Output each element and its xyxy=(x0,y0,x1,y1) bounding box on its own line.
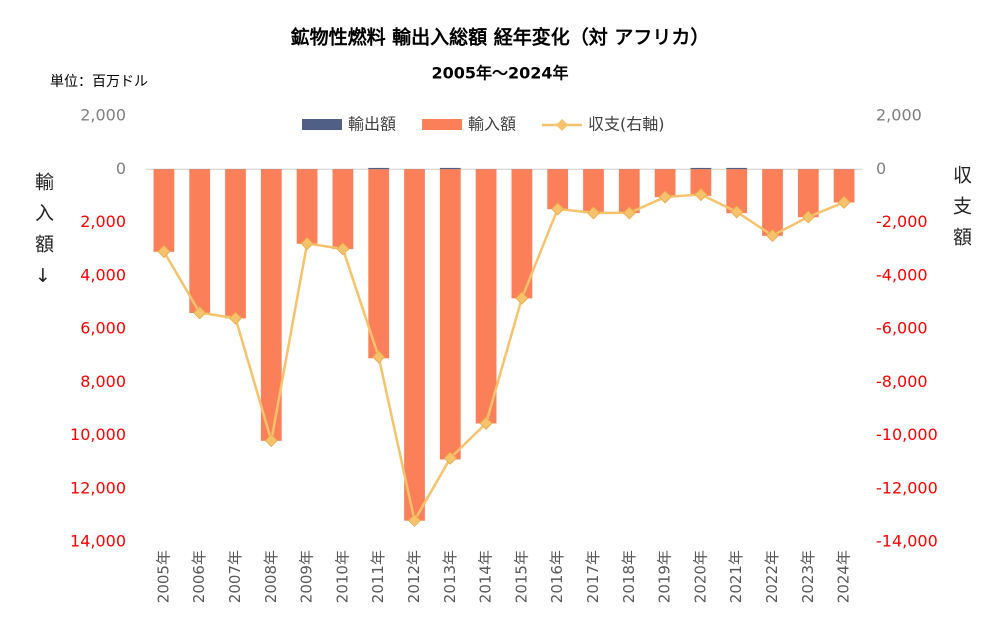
y2-tick-label: -8,000 xyxy=(876,372,928,391)
balance-marker xyxy=(300,236,314,251)
y-tick-label: 8,000 xyxy=(80,372,126,391)
y-tick-label: 10,000 xyxy=(70,425,126,444)
balance-marker xyxy=(372,350,386,364)
y-axis-label: 輸入額↓ xyxy=(32,172,54,299)
bar xyxy=(153,169,175,252)
x-tick-label: 2011年 xyxy=(369,550,387,603)
x-tick-label: 2009年 xyxy=(298,550,316,603)
balance-marker xyxy=(801,210,815,224)
chart-subtitle: 2005年～2024年 xyxy=(431,64,568,83)
bar xyxy=(618,169,640,214)
bar xyxy=(404,169,425,521)
legend-label: 輸入額 xyxy=(468,115,516,134)
y-tick-label: 2,000 xyxy=(80,106,126,125)
y-tick-label: 6,000 xyxy=(80,319,126,338)
x-tick-label: 2007年 xyxy=(226,550,244,603)
y2-tick-label: -6,000 xyxy=(876,319,928,338)
x-tick-label: 2023年 xyxy=(799,550,817,603)
bar xyxy=(833,169,855,203)
x-tick-label: 2015年 xyxy=(512,550,530,603)
bar xyxy=(797,169,819,218)
x-tick-label: 2017年 xyxy=(584,550,602,603)
balance-marker xyxy=(622,206,636,220)
y2-tick-label: -14,000 xyxy=(876,532,938,551)
legend-swatch xyxy=(556,119,569,131)
x-tick-label: 2022年 xyxy=(763,550,781,603)
y-tick-label: 2,000 xyxy=(80,212,126,231)
balance-marker xyxy=(407,513,422,527)
balance-marker xyxy=(193,306,207,320)
y2-tick-label: -10,000 xyxy=(876,425,938,444)
y2-axis-label: 収支額 xyxy=(950,165,972,258)
bar xyxy=(475,169,497,424)
x-tick-label: 2005年 xyxy=(154,550,172,603)
x-tick-label: 2020年 xyxy=(691,550,709,603)
bar xyxy=(726,169,748,214)
x-tick-label: 2016年 xyxy=(548,550,566,603)
bar xyxy=(368,169,390,359)
balance-marker xyxy=(336,242,350,256)
bar xyxy=(726,167,748,170)
legend-swatch xyxy=(302,119,342,130)
bar xyxy=(511,169,533,299)
balance-marker xyxy=(837,195,851,209)
x-tick-label: 2008年 xyxy=(262,550,280,603)
balance-marker xyxy=(658,190,672,204)
balance-marker xyxy=(264,433,278,448)
balance-marker xyxy=(586,206,601,220)
x-tick-label: 2006年 xyxy=(190,550,208,603)
y-tick-label: 4,000 xyxy=(80,265,126,284)
legend-swatch xyxy=(422,119,463,130)
bar xyxy=(189,169,211,314)
bar xyxy=(296,169,318,244)
balance-line xyxy=(162,193,845,524)
balance-marker xyxy=(443,451,457,465)
balance-marker xyxy=(515,291,529,305)
balance-marker xyxy=(694,187,708,202)
bar xyxy=(690,169,712,196)
balance-marker xyxy=(479,416,493,430)
bar xyxy=(439,169,461,460)
bar xyxy=(547,169,569,210)
balance-marker xyxy=(765,228,780,243)
x-tick-label: 2018年 xyxy=(620,550,638,603)
bar xyxy=(583,169,604,214)
balance-marker xyxy=(228,311,243,325)
balance-marker xyxy=(157,244,171,259)
y-tick-label: 0 xyxy=(116,159,126,178)
y2-tick-label: -2,000 xyxy=(876,212,928,231)
y2-tick-label: -4,000 xyxy=(876,265,928,284)
bar xyxy=(225,169,246,319)
bar xyxy=(690,167,712,170)
unit-label: 単位：百万ドル xyxy=(50,74,148,90)
x-tick-label: 2014年 xyxy=(477,550,495,603)
bar xyxy=(332,169,354,250)
bar xyxy=(762,169,783,236)
x-tick-label: 2019年 xyxy=(656,550,674,603)
x-tick-label: 2010年 xyxy=(333,550,351,603)
y-tick-label: 12,000 xyxy=(70,478,126,497)
legend-label: 輸出額 xyxy=(348,115,396,134)
bar xyxy=(439,167,461,170)
x-tick-label: 2012年 xyxy=(405,550,423,603)
x-tick-label: 2024年 xyxy=(835,550,853,603)
y2-tick-label: 0 xyxy=(876,159,886,178)
bar xyxy=(368,167,390,170)
y2-tick-label: 2,000 xyxy=(876,106,922,125)
chart-title: 鉱物性燃料 輸出入総額 経年変化（対 アフリカ） xyxy=(291,26,710,49)
y2-tick-label: -12,000 xyxy=(876,478,938,497)
x-tick-label: 2013年 xyxy=(441,550,459,603)
bar xyxy=(654,169,676,198)
y-tick-label: 14,000 xyxy=(70,532,126,551)
x-tick-label: 2021年 xyxy=(727,550,745,603)
legend-label: 収支(右軸) xyxy=(588,115,665,134)
bar xyxy=(260,169,282,441)
balance-marker xyxy=(551,202,565,216)
balance-marker xyxy=(730,205,744,219)
